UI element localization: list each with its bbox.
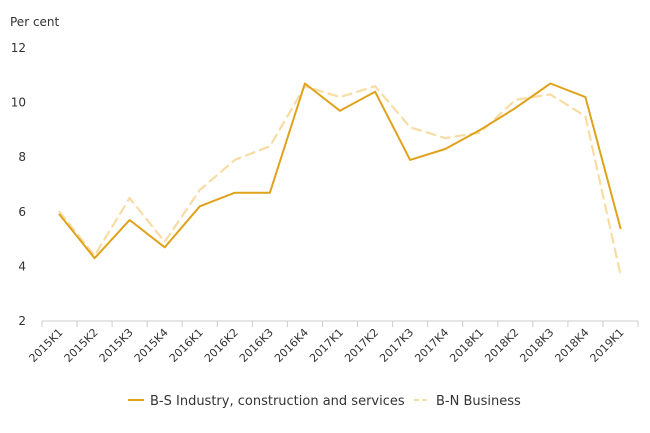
legend-item[interactable]: B-N Business (414, 394, 521, 409)
x-tick-label: 2017K4 (412, 326, 451, 365)
x-tick-label: 2016K3 (237, 326, 276, 365)
legend[interactable]: B-S Industry, construction and services B… (128, 394, 521, 409)
x-tick-label: 2017K3 (377, 326, 416, 365)
x-tick-label: 2018K1 (447, 326, 486, 365)
x-tick-label: 2019K1 (588, 326, 627, 365)
y-tick-label: 4 (18, 259, 26, 273)
y-axis-ticks: 2 4 6 8 10 12 (11, 41, 26, 328)
x-tick-label: 2015K3 (97, 326, 136, 365)
legend-item[interactable]: B-S Industry, construction and services (128, 394, 405, 409)
y-tick-label: 8 (18, 150, 26, 164)
x-tick-label: 2016K4 (272, 326, 311, 365)
y-tick-label: 10 (11, 96, 26, 110)
series-line-industry-construction-services (58, 82, 622, 260)
x-tick-label: 2016K2 (202, 326, 241, 365)
y-tick-label: 12 (11, 41, 26, 55)
x-tick-label: 2017K2 (342, 326, 381, 365)
x-tick-label: 2018K4 (552, 326, 591, 365)
x-axis: 2015K12015K22015K32015K42016K12016K22016… (27, 320, 639, 365)
x-tick-label: 2018K3 (517, 326, 556, 365)
x-tick-label: 2018K2 (482, 326, 521, 365)
y-tick-label: 6 (18, 205, 26, 219)
series-line-business (58, 85, 622, 276)
y-axis-unit-label: Per cent (10, 15, 60, 29)
y-tick-label: 2 (18, 314, 26, 328)
x-tick-label: 2015K1 (27, 326, 66, 365)
x-tick-label: 2016K1 (167, 326, 206, 365)
legend-label: B-S Industry, construction and services (150, 394, 405, 409)
legend-label: B-N Business (436, 394, 521, 409)
x-tick-label: 2015K4 (132, 326, 171, 365)
series-lines (58, 82, 622, 276)
x-tick-label: 2015K2 (62, 326, 101, 365)
x-tick-label: 2017K1 (307, 326, 346, 365)
